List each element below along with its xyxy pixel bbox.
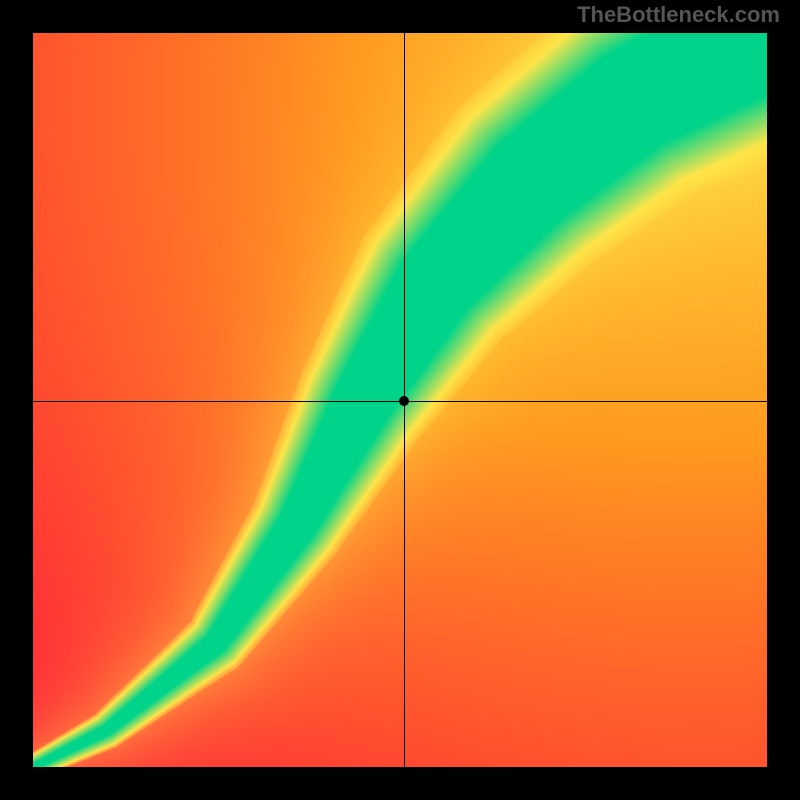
attribution-text: TheBottleneck.com: [577, 2, 780, 28]
chart-container: TheBottleneck.com: [0, 0, 800, 800]
